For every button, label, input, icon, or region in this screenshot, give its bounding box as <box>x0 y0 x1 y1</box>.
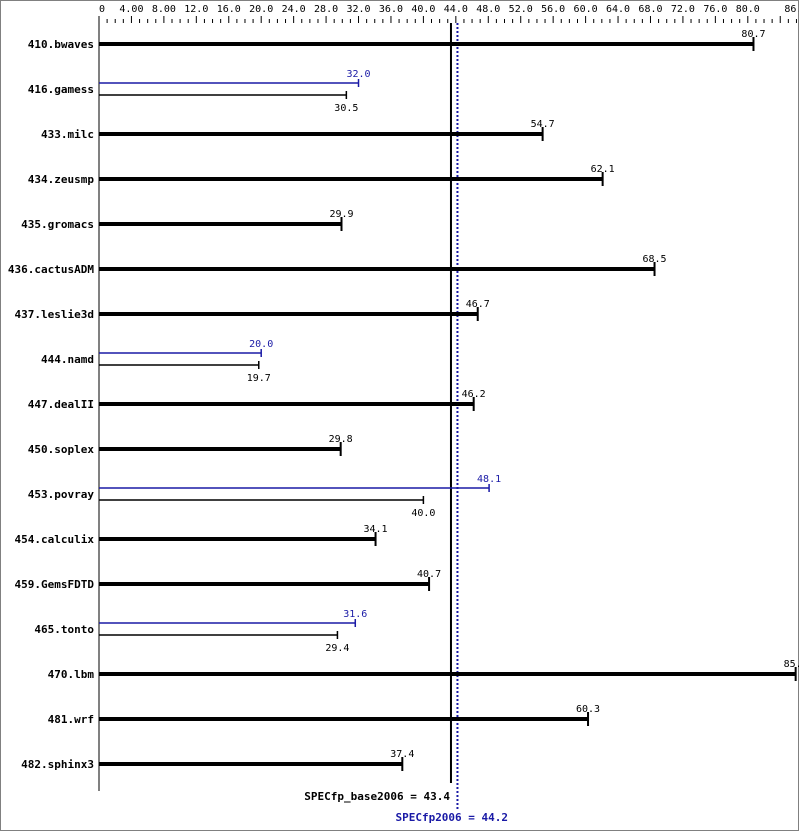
data-label: 46.7 <box>466 299 490 310</box>
base-data-label: 40.0 <box>411 508 435 519</box>
tick-label: 28.0 <box>314 4 338 15</box>
tick-label: 76.0 <box>703 4 727 15</box>
peak-reference-label: SPECfp2006 = 44.2 <box>395 811 508 824</box>
benchmark-label: 447.dealII <box>28 398 94 411</box>
tick-label: 4.00 <box>119 4 143 15</box>
tick-label: 20.0 <box>249 4 273 15</box>
benchmark-label: 416.gamess <box>28 83 94 96</box>
benchmark-label: 436.cactusADM <box>8 263 94 276</box>
peak-data-label: 31.6 <box>343 609 367 620</box>
tick-label: 64.0 <box>606 4 630 15</box>
peak-data-label: 32.0 <box>346 69 370 80</box>
data-label: 80.7 <box>741 29 765 40</box>
tick-label: 72.0 <box>671 4 695 15</box>
benchmark-label: 481.wrf <box>48 713 94 726</box>
tick-label: 36.0 <box>379 4 403 15</box>
data-label: 62.1 <box>591 164 615 175</box>
benchmark-label: 465.tonto <box>34 623 94 636</box>
tick-label: 48.0 <box>476 4 500 15</box>
base-data-label: 30.5 <box>334 103 358 114</box>
tick-label: 80.0 <box>736 4 760 15</box>
benchmark-label: 459.GemsFDTD <box>15 578 95 591</box>
benchmark-label: 437.leslie3d <box>15 308 94 321</box>
peak-data-label: 20.0 <box>249 339 273 350</box>
base-reference-label: SPECfp_base2006 = 43.4 <box>304 790 450 803</box>
data-label: 68.5 <box>642 254 666 265</box>
benchmark-label: 444.namd <box>41 353 94 366</box>
benchmark-label: 434.zeusmp <box>28 173 95 186</box>
data-label: 34.1 <box>364 524 388 535</box>
base-data-label: 29.4 <box>325 643 349 654</box>
tick-label: 12.0 <box>184 4 208 15</box>
tick-label: 68.0 <box>638 4 662 15</box>
tick-label: 52.0 <box>509 4 533 15</box>
tick-label: 56.0 <box>541 4 565 15</box>
data-label: 40.7 <box>417 569 441 580</box>
data-label: 46.2 <box>462 389 486 400</box>
benchmark-label: 482.sphinx3 <box>21 758 94 771</box>
tick-label: 60.0 <box>574 4 598 15</box>
benchmark-label: 470.lbm <box>48 668 95 681</box>
peak-data-label: 48.1 <box>477 474 501 485</box>
benchmark-label: 410.bwaves <box>28 38 94 51</box>
tick-label: 40.0 <box>411 4 435 15</box>
tick-label: 8.00 <box>152 4 176 15</box>
tick-label: 24.0 <box>282 4 306 15</box>
benchmark-label: 435.gromacs <box>21 218 94 231</box>
data-label: 85.9 <box>784 659 799 670</box>
tick-label: 0 <box>99 4 105 15</box>
benchmark-label: 453.povray <box>28 488 95 501</box>
data-label: 29.8 <box>329 434 353 445</box>
benchmark-label: 450.soplex <box>28 443 95 456</box>
benchmark-label: 433.milc <box>41 128 94 141</box>
tick-label: 32.0 <box>346 4 370 15</box>
benchmark-label: 454.calculix <box>15 533 95 546</box>
data-label: 37.4 <box>390 749 414 760</box>
base-data-label: 19.7 <box>247 373 271 384</box>
tick-label: 16.0 <box>217 4 241 15</box>
tick-label: 44.0 <box>444 4 468 15</box>
data-label: 60.3 <box>576 704 600 715</box>
tick-label: 86.0 <box>784 4 799 15</box>
data-label: 29.9 <box>329 209 353 220</box>
data-label: 54.7 <box>531 119 555 130</box>
